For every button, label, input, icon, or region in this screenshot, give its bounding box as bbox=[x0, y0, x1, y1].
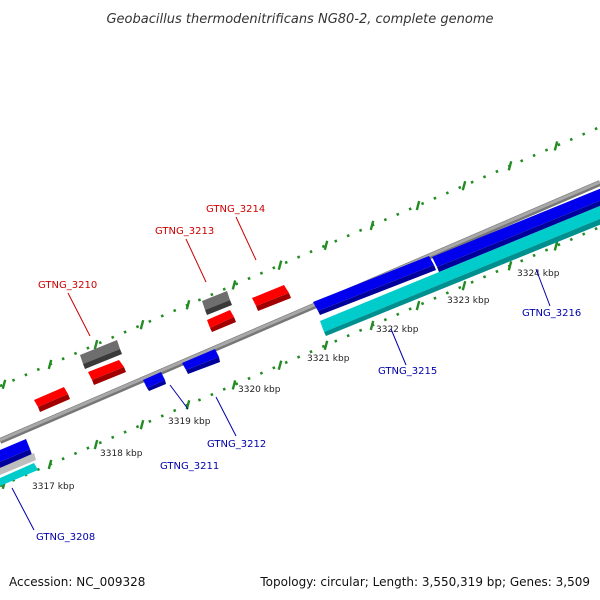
outer-major-tick bbox=[93, 339, 99, 350]
outer-minor-ticks bbox=[0, 125, 600, 388]
gene-red-3 bbox=[207, 310, 236, 332]
inner-major-tick bbox=[93, 439, 99, 450]
inner-major-tick bbox=[139, 419, 145, 430]
gene-features bbox=[0, 188, 600, 475]
outer-major-tick bbox=[323, 240, 329, 251]
outer-major-tick bbox=[507, 161, 513, 171]
gene-rna-1 bbox=[80, 340, 122, 369]
leader-gtng-3213 bbox=[185, 238, 207, 283]
gene-label-gtng-3213: GTNG_3213 bbox=[155, 226, 214, 237]
cyan-feature-left bbox=[0, 463, 38, 486]
gene-label-gtng-3211: GTNG_3211 bbox=[160, 461, 219, 472]
outer-major-tick bbox=[277, 260, 283, 270]
outer-major-tick bbox=[415, 200, 421, 211]
gene-label-gtng-3212: GTNG_3212 bbox=[207, 439, 266, 450]
outer-tick-track bbox=[0, 125, 600, 390]
leader-gtng-3211 bbox=[169, 384, 189, 410]
leader-gtng-3210 bbox=[67, 292, 91, 337]
backbone bbox=[0, 180, 600, 444]
inner-major-tick bbox=[47, 459, 53, 470]
inner-major-tick bbox=[461, 280, 467, 291]
gene-rna-2 bbox=[202, 291, 232, 315]
topology-text: Topology: circular; Length: 3,550,319 bp… bbox=[259, 575, 590, 589]
gene-labels: GTNG_3208 GTNG_3210 GTNG_3211 GTNG_3212 … bbox=[36, 204, 581, 543]
tick-label-3320: 3320 kbp bbox=[238, 385, 281, 395]
inner-major-tick bbox=[369, 320, 375, 331]
outer-major-tick bbox=[461, 180, 467, 191]
gene-red-1 bbox=[34, 387, 70, 412]
outer-major-tick bbox=[47, 359, 53, 370]
gene-blue-1 bbox=[143, 372, 166, 391]
inner-major-tick bbox=[323, 340, 329, 351]
cyan-feature-bar bbox=[320, 205, 600, 332]
gene-red-2 bbox=[88, 360, 126, 385]
tick-label-3321: 3321 kbp bbox=[307, 354, 350, 364]
gene-label-gtng-3215: GTNG_3215 bbox=[378, 366, 437, 377]
inner-major-tick bbox=[231, 380, 237, 390]
inner-major-tick bbox=[277, 360, 283, 370]
inner-minor-ticks bbox=[0, 225, 600, 488]
leader-gtng-3214 bbox=[235, 216, 257, 261]
tick-label-3319: 3319 kbp bbox=[168, 417, 211, 427]
gene-label-gtng-3214: GTNG_3214 bbox=[206, 204, 265, 215]
outer-major-tick bbox=[369, 220, 375, 231]
leader-gtng-3208 bbox=[11, 487, 35, 531]
gene-blue-2 bbox=[182, 349, 220, 374]
accession-text: Accession: NC_009328 bbox=[9, 575, 145, 589]
map-title: Geobacillus thermodenitrificans NG80-2, … bbox=[106, 12, 493, 27]
tick-label-3318: 3318 kbp bbox=[100, 449, 143, 459]
leader-gtng-3216 bbox=[535, 268, 551, 307]
inner-major-tick bbox=[507, 261, 513, 271]
gene-gtng-3208 bbox=[0, 439, 36, 475]
gene-leaders bbox=[11, 216, 551, 531]
cyan-feature-track bbox=[0, 205, 600, 486]
outer-major-tick bbox=[1, 379, 7, 390]
tick-label-3322: 3322 kbp bbox=[376, 325, 419, 335]
tick-labels: 3317 kbp 3318 kbp 3319 kbp 3320 kbp 3321… bbox=[32, 269, 560, 492]
tick-label-3323: 3323 kbp bbox=[447, 296, 490, 306]
cyan-feature-bar-shade bbox=[324, 218, 600, 336]
backbone-line bbox=[0, 180, 600, 442]
inner-major-tick bbox=[553, 241, 559, 251]
gene-blue-4 bbox=[432, 188, 600, 272]
gene-blue-3 bbox=[313, 256, 436, 315]
outer-major-ticks bbox=[1, 141, 559, 390]
outer-major-tick bbox=[231, 280, 237, 290]
leader-gtng-3215 bbox=[390, 328, 407, 366]
leader-gtng-3212 bbox=[215, 396, 237, 437]
outer-major-tick bbox=[553, 141, 559, 151]
inner-major-tick bbox=[415, 300, 421, 311]
outer-major-tick bbox=[185, 300, 191, 310]
tick-label-3317: 3317 kbp bbox=[32, 482, 75, 492]
gene-label-gtng-3208: GTNG_3208 bbox=[36, 532, 95, 543]
gene-label-gtng-3210: GTNG_3210 bbox=[38, 280, 97, 291]
gene-red-4 bbox=[252, 285, 291, 311]
gene-label-gtng-3216: GTNG_3216 bbox=[522, 308, 581, 319]
outer-major-tick bbox=[139, 319, 145, 330]
